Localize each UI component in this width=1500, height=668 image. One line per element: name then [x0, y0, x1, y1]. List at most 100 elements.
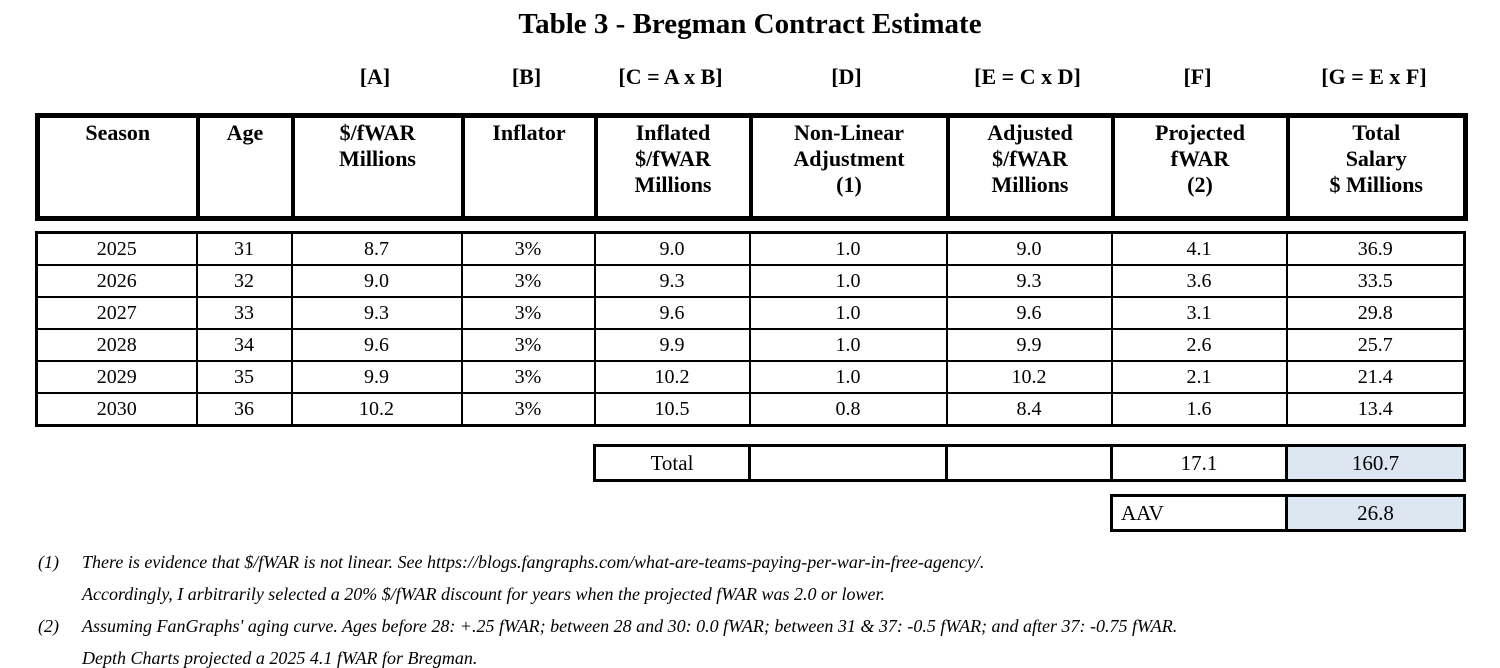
- table-cell: 29.8: [1285, 296, 1466, 330]
- table-cell: 25.7: [1285, 328, 1466, 362]
- table-body: 2025 31 8.7 3% 9.0 1.0 9.0 4.1 36.9 2026…: [35, 231, 1466, 427]
- table-cell: 3%: [460, 231, 596, 266]
- total-salary-cell: 160.7: [1285, 444, 1466, 482]
- table-cell: 9.3: [945, 264, 1113, 298]
- table-cell: 1.0: [748, 296, 948, 330]
- table-cell: 9.9: [593, 328, 751, 362]
- table-cell: 10.2: [593, 360, 751, 394]
- formula-label-g: [G = E x F]: [1321, 64, 1427, 89]
- table-cell: 34: [195, 328, 293, 362]
- table-cell: 2030: [35, 392, 198, 427]
- table-cell: 9.3: [290, 296, 463, 330]
- table-cell: 32: [195, 264, 293, 298]
- table-cell: 3%: [460, 360, 596, 394]
- header-cell-total-salary: Total Salary $ Millions: [1285, 113, 1468, 221]
- table-cell: 8.7: [290, 231, 463, 266]
- table-cell: 1.0: [748, 328, 948, 362]
- formula-spacer: [195, 64, 290, 90]
- footnote-1-marker: (1): [38, 552, 59, 572]
- table-cell: 33.5: [1285, 264, 1466, 298]
- table-cell: 2025: [35, 231, 198, 266]
- header-cell-adjusted: Adjusted $/fWAR Millions: [945, 113, 1115, 221]
- table-row: 2027 33 9.3 3% 9.6 1.0 9.6 3.1 29.8: [35, 296, 1466, 330]
- formula-label-f: [F]: [1183, 64, 1212, 89]
- formula-labels-row: [A] [B] [C = A x B] [D] [E = C x D] [F] …: [35, 64, 1463, 90]
- header-cell-season: Season: [35, 113, 200, 221]
- total-empty-cell: [748, 444, 948, 482]
- table-cell: 3.6: [1110, 264, 1288, 298]
- table-cell: 0.8: [748, 392, 948, 427]
- total-row: Total 17.1 160.7: [593, 444, 1466, 482]
- table-cell: 10.2: [945, 360, 1113, 394]
- table-cell: 21.4: [1285, 360, 1466, 394]
- table-cell: 9.9: [290, 360, 463, 394]
- header-cell-inflator: Inflator: [460, 113, 598, 221]
- total-projected-fwar-cell: 17.1: [1110, 444, 1288, 482]
- aav-row: AAV 26.8: [1110, 494, 1466, 532]
- table-cell: 3%: [460, 296, 596, 330]
- table-cell: 9.0: [945, 231, 1113, 266]
- table-cell: 3%: [460, 392, 596, 427]
- table-cell: 9.3: [593, 264, 751, 298]
- header-row: Season Age $/fWAR Millions Inflator Infl…: [35, 113, 1468, 221]
- table-header: Season Age $/fWAR Millions Inflator Infl…: [35, 113, 1468, 221]
- footnote-1: (1) There is evidence that $/fWAR is not…: [38, 546, 1478, 610]
- footnotes: (1) There is evidence that $/fWAR is not…: [38, 546, 1478, 668]
- table-cell: 1.0: [748, 231, 948, 266]
- table-cell: 10.2: [290, 392, 463, 427]
- footnote-line: There is evidence that $/fWAR is not lin…: [82, 552, 985, 572]
- table-cell: 10.5: [593, 392, 751, 427]
- table-cell: 9.6: [945, 296, 1113, 330]
- footnote-line: Depth Charts projected a 2025 4.1 fWAR f…: [82, 648, 478, 668]
- table-row: 2026 32 9.0 3% 9.3 1.0 9.3 3.6 33.5: [35, 264, 1466, 298]
- table-cell: 2027: [35, 296, 198, 330]
- header-cell-nonlinear: Non-Linear Adjustment (1): [748, 113, 950, 221]
- aav-label-cell: AAV: [1110, 494, 1288, 532]
- total-empty-cell: [945, 444, 1113, 482]
- table-cell: 36.9: [1285, 231, 1466, 266]
- table-cell: 2.1: [1110, 360, 1288, 394]
- table-cell: 9.9: [945, 328, 1113, 362]
- table-cell: 2028: [35, 328, 198, 362]
- table-cell: 1.0: [748, 360, 948, 394]
- table-cell: 2029: [35, 360, 198, 394]
- header-cell-age: Age: [195, 113, 295, 221]
- footnote-line: Assuming FanGraphs' aging curve. Ages be…: [82, 616, 1178, 636]
- table-cell: 4.1: [1110, 231, 1288, 266]
- footnote-2: (2) Assuming FanGraphs' aging curve. Age…: [38, 610, 1478, 668]
- table-cell: 33: [195, 296, 293, 330]
- formula-label-a: [A]: [359, 64, 391, 89]
- page-title: Table 3 - Bregman Contract Estimate: [518, 8, 982, 40]
- table-cell: 13.4: [1285, 392, 1466, 427]
- formula-label-c: [C = A x B]: [618, 64, 723, 89]
- header-cell-projected-fwar: Projected fWAR (2): [1110, 113, 1290, 221]
- table-row: 2030 36 10.2 3% 10.5 0.8 8.4 1.6 13.4: [35, 392, 1466, 427]
- table-cell: 2.6: [1110, 328, 1288, 362]
- formula-label-d: [D]: [831, 64, 862, 89]
- formula-label-e: [E = C x D]: [974, 64, 1081, 89]
- table-row: 2029 35 9.9 3% 10.2 1.0 10.2 2.1 21.4: [35, 360, 1466, 394]
- table-cell: 9.0: [290, 264, 463, 298]
- header-cell-inflated: Inflated $/fWAR Millions: [593, 113, 753, 221]
- footnote-line: Accordingly, I arbitrarily selected a 20…: [82, 584, 886, 604]
- formula-label-b: [B]: [511, 64, 542, 89]
- total-label-cell: Total: [593, 444, 751, 482]
- table-cell: 3%: [460, 328, 596, 362]
- table-cell: 9.6: [290, 328, 463, 362]
- table-cell: 1.0: [748, 264, 948, 298]
- table-cell: 36: [195, 392, 293, 427]
- table-cell: 3%: [460, 264, 596, 298]
- footnote-2-marker: (2): [38, 616, 59, 636]
- table-cell: 35: [195, 360, 293, 394]
- footnote-1-text: There is evidence that $/fWAR is not lin…: [82, 546, 1478, 610]
- table-cell: 3.1: [1110, 296, 1288, 330]
- header-cell-dollar-fwar: $/fWAR Millions: [290, 113, 465, 221]
- table-cell: 8.4: [945, 392, 1113, 427]
- table-row: 2028 34 9.6 3% 9.9 1.0 9.9 2.6 25.7: [35, 328, 1466, 362]
- table-cell: 9.6: [593, 296, 751, 330]
- table-cell: 1.6: [1110, 392, 1288, 427]
- table-cell: 2026: [35, 264, 198, 298]
- aav-value-cell: 26.8: [1285, 494, 1466, 532]
- table-cell: 9.0: [593, 231, 751, 266]
